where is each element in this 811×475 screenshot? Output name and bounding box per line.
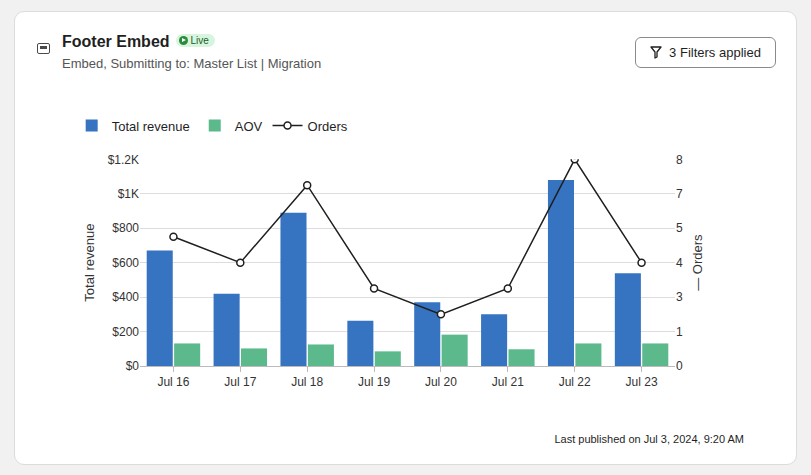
svg-text:5: 5 [676,221,683,235]
html-text:Live: Live [190,35,209,46]
svg-text:Jul 18: Jul 18 [291,375,323,389]
svg-text:Orders: Orders [308,119,348,134]
svg-text:$1K: $1K [118,187,139,201]
svg-text:AOV: AOV [235,119,263,134]
svg-text:$1.2K: $1.2K [108,152,139,166]
svg-text:$600: $600 [112,256,139,270]
svg-text:3: 3 [676,290,683,304]
svg-text:$400: $400 [112,290,139,304]
svg-text:4: 4 [676,256,683,270]
svg-text:Jul 16: Jul 16 [157,375,189,389]
html-text:Footer Embed: Footer Embed [62,33,170,50]
html-text:Last published on Jul 3, 2024,: Last published on Jul 3, 2024, 9:20 AM [554,433,744,445]
svg-text:1: 1 [676,325,683,339]
svg-text:Jul 17: Jul 17 [224,375,256,389]
svg-text:Jul 19: Jul 19 [358,375,390,389]
html-text:Embed, Submitting to: Master L: Embed, Submitting to: Master List | Migr… [62,56,322,71]
svg-text:Total revenue: Total revenue [112,119,190,134]
svg-text:Jul 21: Jul 21 [492,375,524,389]
html-text:3 Filters applied: 3 Filters applied [669,45,761,60]
svg-text:Total revenue: Total revenue [82,224,97,302]
svg-text:0: 0 [676,359,683,373]
svg-text:Jul 22: Jul 22 [559,375,591,389]
svg-text:Jul 23: Jul 23 [626,375,658,389]
svg-text:8: 8 [676,152,683,166]
svg-text:7: 7 [676,187,683,201]
svg-text:Jul 20: Jul 20 [425,375,457,389]
svg-text:$800: $800 [112,221,139,235]
svg-text:$200: $200 [112,325,139,339]
svg-text:— Orders: — Orders [690,234,705,291]
svg-text:$0: $0 [126,359,140,373]
